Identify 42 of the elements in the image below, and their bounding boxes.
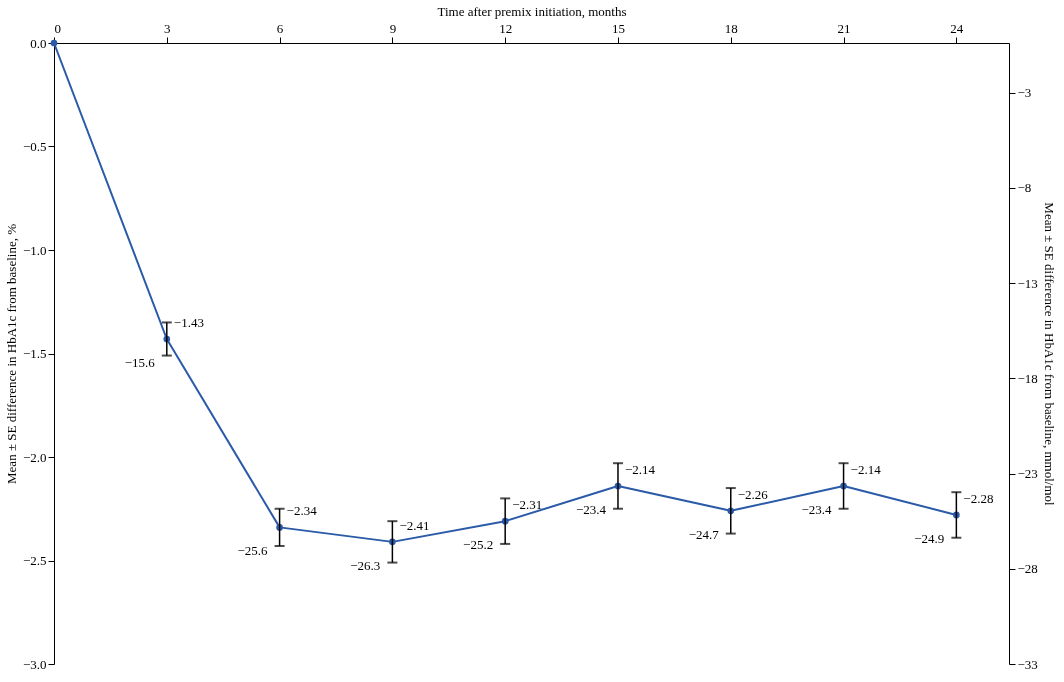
annotation: −15.6 [124,355,156,371]
y-tick-label: −3.0 [22,656,47,672]
y2-tick-label: −28 [1017,561,1038,577]
x-tick-label: 15 [611,20,625,36]
x-tick-label: 9 [389,20,397,36]
y2-tick-label: −33 [1017,656,1038,672]
x-tick-label: 21 [837,20,851,36]
x-tick-label: 6 [276,20,284,36]
y-axis-title: Mean ± SE difference in HbA1c from baseline, % [3,223,19,484]
x-tick-label: 3 [164,20,171,36]
y-tick-label: −1.5 [22,346,47,361]
x-tick-label: 0 [54,20,61,36]
data-label: −2.34 [286,503,318,519]
y2-tick-label: −23 [1017,466,1038,482]
y-tick-label: −1.0 [22,242,47,258]
x-tick-label: 24 [950,20,964,36]
x-tick-label: 12 [499,20,513,36]
annotation: −24.9 [914,530,945,546]
annotation: −23.4 [801,501,833,517]
y2-tick-label: −3 [1017,85,1032,101]
x-axis-title: Time after premix initiation, months [437,3,627,19]
data-label: −2.31 [512,497,543,513]
y2-tick-label: −18 [1017,370,1038,386]
annotation: −25.2 [463,537,494,553]
annotation: −24.7 [688,526,720,542]
annotation: −23.4 [575,501,607,517]
annotation: −25.6 [237,543,269,559]
data-label: −2.14 [850,461,882,477]
y-tick-label: −2.0 [22,449,47,465]
data-label: −2.41 [399,517,430,533]
y-tick-label: −2.5 [22,553,47,568]
y-tick-label: −0.5 [22,139,47,154]
data-label: −1.43 [173,315,204,331]
data-label: −2.14 [624,461,656,477]
data-label: −2.28 [963,490,994,506]
y2-axis-title: Mean ± SE difference in HbA1c from baseline, mmol/mol [1041,202,1057,507]
data-label: −2.26 [737,486,769,502]
annotation: −26.3 [350,557,381,573]
x-tick-label: 18 [724,20,738,36]
y2-tick-label: −8 [1017,180,1032,196]
y2-tick-label: −13 [1017,275,1038,291]
y-tick-label: 0.0 [30,35,47,51]
